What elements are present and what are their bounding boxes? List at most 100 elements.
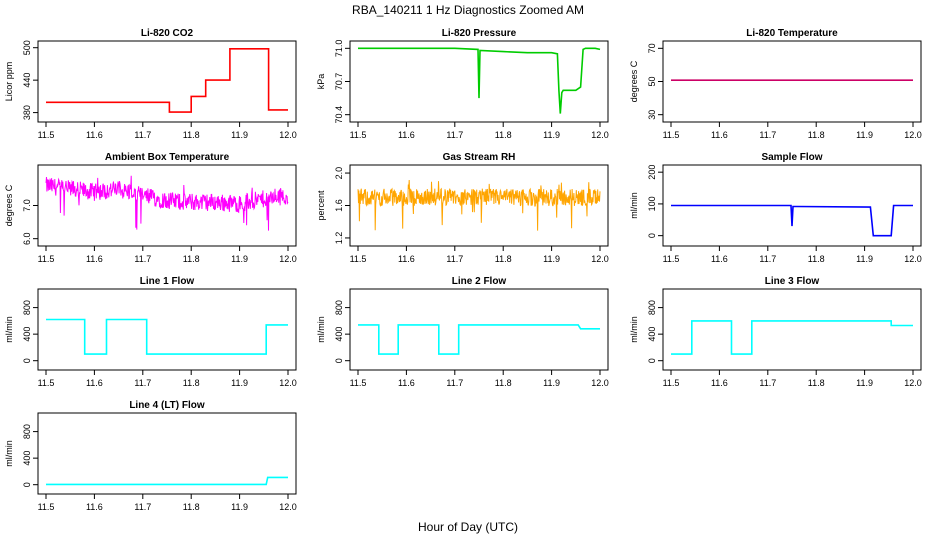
x-tick-label: 12.0 (591, 254, 609, 264)
x-tick-label: 11.7 (446, 378, 463, 388)
figure-title: RBA_140211 1 Hz Diagnostics Zoomed AM (352, 3, 584, 17)
y-tick-label: 200 (647, 165, 657, 180)
y-tick-label: 6.0 (22, 232, 32, 245)
y-tick-label: 0 (647, 233, 657, 238)
x-tick-label: 11.6 (86, 254, 103, 264)
panel-title: Li-820 Pressure (442, 28, 517, 39)
x-tick-label: 11.7 (134, 378, 151, 388)
x-tick-label: 11.7 (134, 502, 151, 512)
y-tick-label: 800 (647, 300, 657, 315)
series-line (671, 204, 913, 237)
y-tick-label: 380 (22, 105, 32, 120)
x-tick-label: 11.8 (183, 254, 200, 264)
y-tick-label: 70 (647, 43, 657, 53)
y-tick-label: 0 (647, 358, 657, 363)
panel-title: Line 1 Flow (140, 276, 195, 287)
x-tick-label: 11.9 (231, 130, 248, 140)
series-line (46, 318, 288, 355)
panel-3: Li-820 Temperature 11.5 11.6 11.7 11.8 11.9 12… (629, 28, 922, 140)
plot-frame (662, 40, 922, 123)
y-tick-label: 1.6 (334, 199, 344, 212)
y-tick-label: 0 (22, 358, 32, 363)
series-line (358, 47, 601, 114)
panel-9: Line 3 Flow 11.5 11.6 11.7 11.8 11.9 12.0 0 400 8… (629, 276, 922, 388)
y-axis-label: ml/min (4, 440, 14, 467)
y-axis-label: ml/min (316, 316, 326, 343)
x-tick-label: 12.0 (279, 130, 297, 140)
x-tick-label: 11.6 (711, 254, 728, 264)
panel-8: Line 2 Flow 11.5 11.6 11.7 11.8 11.9 12.0 0 400 8… (316, 276, 609, 388)
panel-title: Li-820 Temperature (746, 28, 838, 39)
x-tick-label: 11.5 (663, 378, 680, 388)
x-tick-label: 12.0 (904, 130, 922, 140)
x-tick-label: 11.6 (86, 502, 103, 512)
x-tick-label: 11.6 (711, 130, 728, 140)
y-tick-label: 70.4 (334, 106, 344, 124)
x-tick-label: 11.9 (543, 130, 560, 140)
series-line (357, 179, 601, 231)
x-tick-label: 11.8 (808, 130, 825, 140)
x-tick-label: 11.9 (231, 378, 248, 388)
y-axis-label: degrees C (629, 60, 639, 102)
x-tick-label: 11.7 (446, 130, 463, 140)
panel-10: Line 4 (LT) Flow 11.5 11.6 11.7 11.8 11.9 12.0… (4, 400, 297, 512)
x-tick-label: 12.0 (591, 130, 609, 140)
x-tick-label: 11.5 (350, 378, 367, 388)
x-tick-label: 11.7 (759, 254, 776, 264)
panel-4: Ambient Box Temperature 11.5 11.6 11.7 11.8 1… (4, 152, 297, 264)
x-tick-label: 11.7 (759, 378, 776, 388)
panel-grid: Li-820 CO2 11.5 11.6 11.7 11.8 11.9 12.0 380 440… (4, 28, 922, 512)
x-tick-label: 11.8 (183, 378, 200, 388)
x-tick-label: 11.6 (86, 130, 103, 140)
y-tick-label: 100 (647, 196, 657, 211)
y-axis-label: percent (316, 190, 326, 221)
x-tick-label: 12.0 (279, 378, 297, 388)
y-tick-label: 400 (334, 327, 344, 342)
x-tick-label: 11.6 (711, 378, 728, 388)
x-tick-label: 11.7 (134, 254, 151, 264)
x-tick-label: 11.5 (350, 130, 367, 140)
series-line (671, 320, 913, 355)
x-tick-label: 11.5 (38, 130, 55, 140)
plot-frame (37, 412, 297, 495)
panel-7: Line 1 Flow 11.5 11.6 11.7 11.8 11.9 12.0 0 400 8… (4, 276, 297, 388)
y-tick-label: 2.0 (334, 167, 344, 180)
y-axis-label: kPa (316, 74, 326, 90)
x-tick-label: 12.0 (279, 502, 297, 512)
panel-title: Line 2 Flow (452, 276, 507, 287)
x-tick-label: 11.8 (495, 254, 512, 264)
x-tick-label: 11.6 (398, 378, 415, 388)
x-tick-label: 11.5 (663, 130, 680, 140)
y-tick-label: 71.0 (334, 40, 344, 58)
y-tick-label: 800 (334, 300, 344, 315)
x-tick-label: 11.9 (543, 254, 560, 264)
x-tick-label: 11.5 (38, 378, 55, 388)
y-axis-label: ml/min (629, 192, 639, 219)
x-tick-label: 11.9 (856, 130, 873, 140)
panel-title: Line 4 (LT) Flow (129, 400, 205, 411)
series-line (46, 47, 288, 113)
plot-frame (37, 288, 297, 371)
y-tick-label: 400 (647, 327, 657, 342)
y-tick-label: 70.7 (334, 73, 344, 91)
x-tick-label: 11.9 (231, 502, 248, 512)
plot-frame (662, 164, 922, 247)
y-axis-label: Licor ppm (4, 62, 14, 102)
plot-frame (662, 288, 922, 371)
x-tick-label: 11.9 (856, 254, 873, 264)
y-tick-label: 0 (22, 482, 32, 487)
x-tick-label: 11.7 (759, 130, 776, 140)
y-tick-label: 400 (22, 327, 32, 342)
x-tick-label: 11.5 (350, 254, 367, 264)
x-tick-label: 11.8 (495, 130, 512, 140)
panel-title: Line 3 Flow (765, 276, 820, 287)
x-tick-label: 11.7 (446, 254, 463, 264)
panel-title: Ambient Box Temperature (105, 152, 230, 163)
series-line (45, 175, 289, 231)
y-axis-label: ml/min (4, 316, 14, 343)
x-tick-label: 11.8 (183, 130, 200, 140)
x-tick-label: 11.6 (398, 130, 415, 140)
panel-5: Gas Stream RH 11.5 11.6 11.7 11.8 11.9 12.0 1.2… (316, 152, 609, 264)
y-tick-label: 800 (22, 300, 32, 315)
